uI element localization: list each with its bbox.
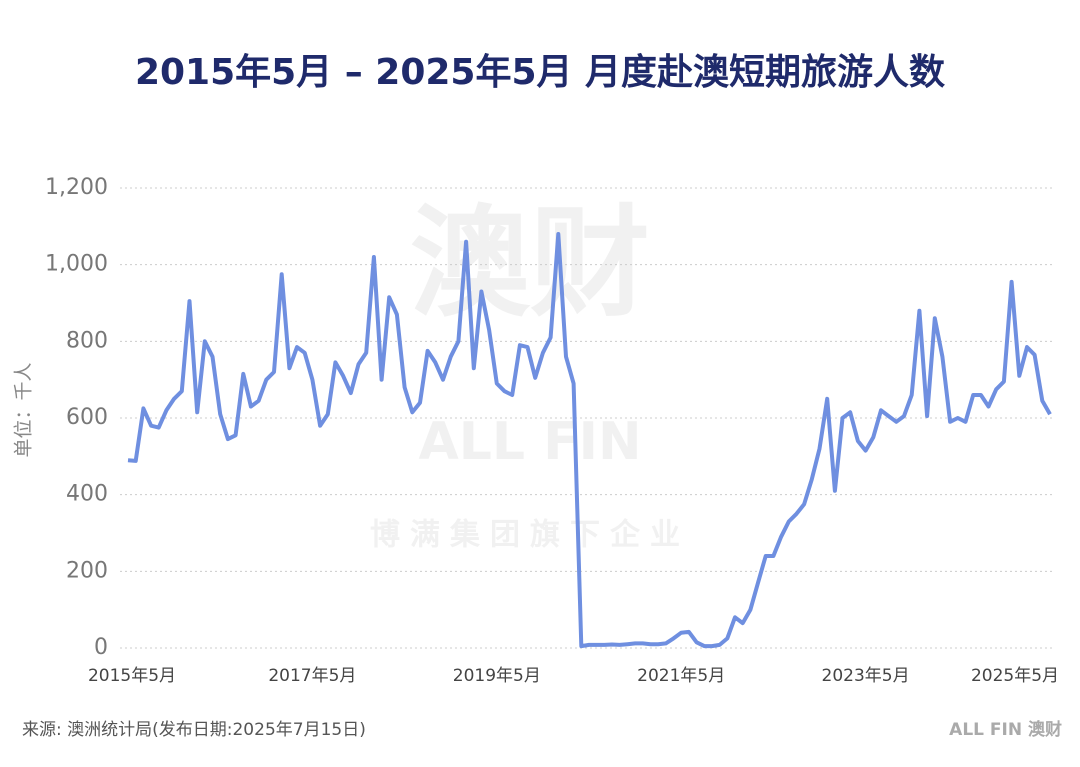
y-tick-label: 600 (66, 405, 108, 430)
y-tick-label: 400 (66, 482, 108, 507)
x-tick-label: 2019年5月 (453, 666, 541, 686)
y-axis-label: 单位：千人 (13, 362, 35, 457)
x-tick-label: 2023年5月 (822, 666, 910, 686)
y-tick-label: 1,000 (45, 252, 108, 277)
y-tick-label: 0 (94, 635, 108, 660)
x-tick-label: 2025年5月 (971, 666, 1059, 686)
watermark: ALL FIN (418, 412, 641, 472)
x-tick-label: 2017年5月 (268, 666, 356, 686)
x-tick-label: 2015年5月 (88, 666, 176, 686)
y-tick-label: 1,200 (45, 175, 108, 200)
data-line (127, 232, 1052, 649)
logo: ALL FIN 澳财 (949, 719, 1062, 740)
x-tick-label: 2021年5月 (637, 666, 725, 686)
y-tick-label: 800 (66, 328, 108, 353)
chart-title: 2015年5月 – 2025年5月 月度赴澳短期旅游人数 (135, 52, 945, 93)
watermark: 博满集团旗下企业 (370, 518, 690, 553)
y-tick-label: 200 (66, 558, 108, 583)
source-note: 来源: 澳洲统计局(发布日期:2025年7月15日) (22, 720, 366, 740)
